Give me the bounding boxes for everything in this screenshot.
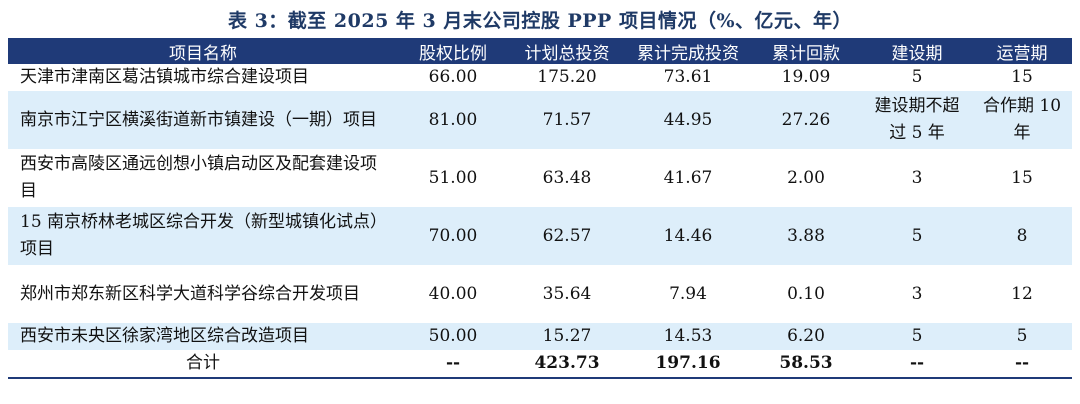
cell-cumulative-payback: 6.20 — [750, 323, 862, 350]
cell-operation-period: 12 — [972, 265, 1072, 323]
total-label: 合计 — [8, 350, 398, 379]
cell-completed-investment: 73.61 — [626, 64, 750, 91]
cell-cumulative-payback: 2.00 — [750, 149, 862, 207]
table-row: 西安市未央区徐家湾地区综合改造项目 50.00 15.27 14.53 6.20… — [8, 323, 1072, 350]
cell-planned-investment: 63.48 — [508, 149, 626, 207]
total-equity-ratio: -- — [398, 350, 508, 379]
total-cumulative-payback: 58.53 — [750, 350, 862, 379]
cell-operation-period: 15 — [972, 149, 1072, 207]
cell-equity-ratio: 70.00 — [398, 207, 508, 265]
header-construction-period: 建设期 — [862, 38, 972, 64]
cell-planned-investment: 175.20 — [508, 64, 626, 91]
total-construction-period: -- — [862, 350, 972, 379]
cell-construction-period: 5 — [862, 207, 972, 265]
cell-planned-investment: 62.57 — [508, 207, 626, 265]
cell-completed-investment: 44.95 — [626, 91, 750, 149]
cell-project-name: 西安市未央区徐家湾地区综合改造项目 — [8, 323, 398, 350]
header-row: 项目名称 股权比例 计划总投资 累计完成投资 累计回款 建设期 运营期 — [8, 38, 1072, 64]
cell-operation-period: 5 — [972, 323, 1072, 350]
cell-construction-period: 5 — [862, 64, 972, 91]
table-row: 郑州市郑东新区科学大道科学谷综合开发项目 40.00 35.64 7.94 0.… — [8, 265, 1072, 323]
cell-cumulative-payback: 0.10 — [750, 265, 862, 323]
cell-construction-period: 3 — [862, 265, 972, 323]
header-equity-ratio: 股权比例 — [398, 38, 508, 64]
cell-completed-investment: 14.53 — [626, 323, 750, 350]
table-row: 天津市津南区葛沽镇城市综合建设项目 66.00 175.20 73.61 19.… — [8, 64, 1072, 91]
cell-construction-period: 3 — [862, 149, 972, 207]
cell-operation-period: 合作期 10 年 — [972, 91, 1072, 149]
cell-equity-ratio: 66.00 — [398, 64, 508, 91]
table-row: 西安市高陵区通远创想小镇启动区及配套建设项目 51.00 63.48 41.67… — [8, 149, 1072, 207]
ppp-projects-table: 项目名称 股权比例 计划总投资 累计完成投资 累计回款 建设期 运营期 天津市津… — [8, 38, 1072, 379]
total-operation-period: -- — [972, 350, 1072, 379]
cell-planned-investment: 71.57 — [508, 91, 626, 149]
cell-planned-investment: 15.27 — [508, 323, 626, 350]
cell-project-name: 郑州市郑东新区科学大道科学谷综合开发项目 — [8, 265, 398, 323]
cell-completed-investment: 41.67 — [626, 149, 750, 207]
header-project-name: 项目名称 — [8, 38, 398, 64]
cell-operation-period: 8 — [972, 207, 1072, 265]
cell-project-name: 西安市高陵区通远创想小镇启动区及配套建设项目 — [8, 149, 398, 207]
header-operation-period: 运营期 — [972, 38, 1072, 64]
cell-construction-period: 5 — [862, 323, 972, 350]
cell-project-name: 南京市江宁区横溪街道新市镇建设（一期）项目 — [8, 91, 398, 149]
cell-cumulative-payback: 3.88 — [750, 207, 862, 265]
cell-equity-ratio: 81.00 — [398, 91, 508, 149]
header-cumulative-payback: 累计回款 — [750, 38, 862, 64]
total-completed-investment: 197.16 — [626, 350, 750, 379]
cell-completed-investment: 14.46 — [626, 207, 750, 265]
cell-cumulative-payback: 19.09 — [750, 64, 862, 91]
table-row: 15 南京桥林老城区综合开发（新型城镇化试点）项目 70.00 62.57 14… — [8, 207, 1072, 265]
cell-completed-investment: 7.94 — [626, 265, 750, 323]
header-completed-investment: 累计完成投资 — [626, 38, 750, 64]
total-planned-investment: 423.73 — [508, 350, 626, 379]
cell-planned-investment: 35.64 — [508, 265, 626, 323]
total-row: 合计 -- 423.73 197.16 58.53 -- -- — [8, 350, 1072, 379]
table-row: 南京市江宁区横溪街道新市镇建设（一期）项目 81.00 71.57 44.95 … — [8, 91, 1072, 149]
cell-equity-ratio: 51.00 — [398, 149, 508, 207]
table-title: 表 3：截至 2025 年 3 月末公司控股 PPP 项目情况（%、亿元、年） — [227, 10, 853, 32]
cell-operation-period: 15 — [972, 64, 1072, 91]
header-planned-investment: 计划总投资 — [508, 38, 626, 64]
cell-construction-period: 建设期不超过 5 年 — [862, 91, 972, 149]
cell-equity-ratio: 40.00 — [398, 265, 508, 323]
cell-equity-ratio: 50.00 — [398, 323, 508, 350]
cell-project-name: 天津市津南区葛沽镇城市综合建设项目 — [8, 64, 398, 91]
cell-cumulative-payback: 27.26 — [750, 91, 862, 149]
cell-project-name: 15 南京桥林老城区综合开发（新型城镇化试点）项目 — [8, 207, 398, 265]
